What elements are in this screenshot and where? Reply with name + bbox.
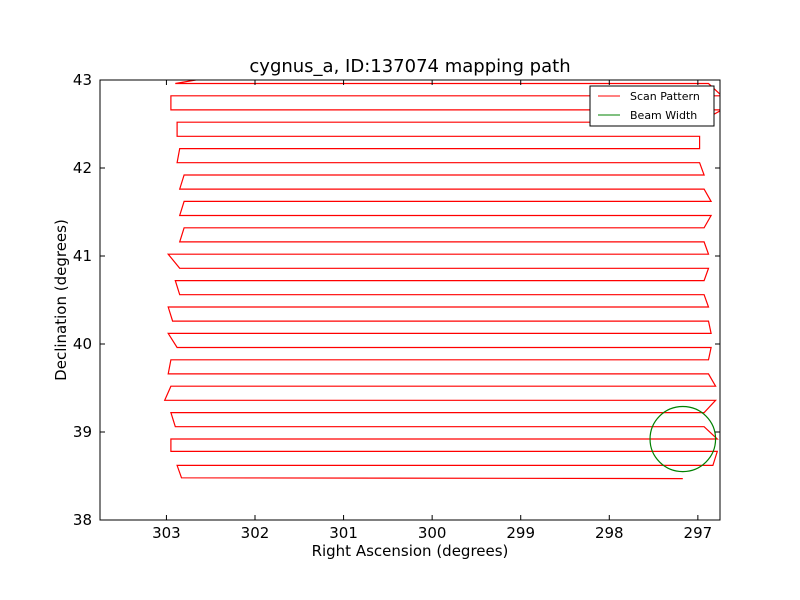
y-tick-label: 38 [73,511,92,529]
y-tick-label: 41 [73,247,92,265]
scan-pattern-layer [163,80,720,480]
x-tick-label: 299 [506,524,535,542]
x-tick-label: 300 [418,524,447,542]
y-axis-label: Declination (degrees) [52,219,70,381]
beam-width-layer [649,405,717,473]
x-tick-label: 303 [152,524,181,542]
x-axis-label: Right Ascension (degrees) [312,542,509,560]
chart-title: cygnus_a, ID:137074 mapping path [249,56,570,77]
x-tick-label: 301 [329,524,358,542]
plot-frame [99,79,721,521]
legend-label-beam: Beam Width [630,109,697,122]
scan-pattern-line [163,80,720,480]
axis-ticks: 303 302 301 300 299 298 297 38 39 40 41 42 43 [73,71,720,542]
x-tick-label: 297 [684,524,713,542]
legend-box [589,85,715,127]
plot-area [100,80,720,520]
y-tick-label: 43 [73,71,92,89]
x-tick-label: 298 [595,524,624,542]
beam-width-circle [649,405,717,473]
legend: Scan Pattern Beam Width [589,85,715,127]
x-tick-label: 302 [241,524,270,542]
legend-label-scan: Scan Pattern [630,90,700,103]
y-tick-label: 39 [73,423,92,441]
y-tick-label: 42 [73,159,92,177]
y-tick-label: 40 [73,335,92,353]
